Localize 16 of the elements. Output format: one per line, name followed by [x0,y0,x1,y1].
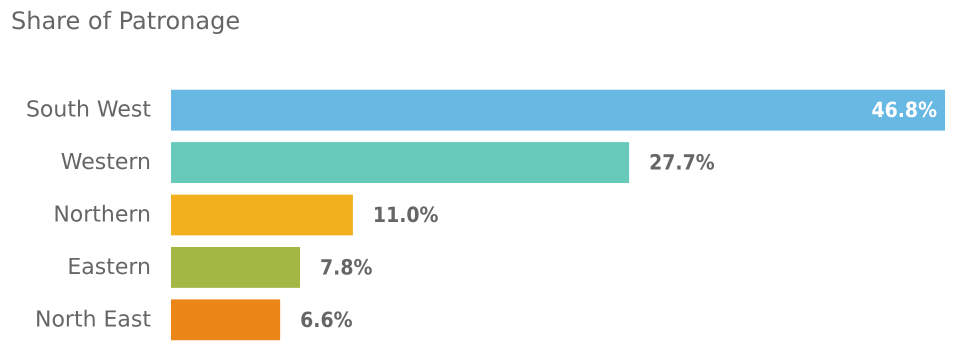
bar [171,90,945,131]
bar [171,142,630,184]
y-tick-label: Western [60,150,151,176]
bar [171,246,300,288]
data-label: 7.8% [320,255,372,280]
data-label: 46.8% [871,98,938,122]
bar [171,299,280,340]
data-label: 6.6% [300,308,353,332]
data-label: 27.7% [649,150,715,175]
bar [171,194,353,236]
data-label: 11.0% [372,203,439,227]
chart-title: Share of Patronage [11,7,240,35]
y-tick-label: Northern [53,202,151,228]
y-tick-label: South West [26,98,152,123]
y-tick-label: Eastern [67,254,151,280]
y-tick-label: North East [35,307,152,332]
